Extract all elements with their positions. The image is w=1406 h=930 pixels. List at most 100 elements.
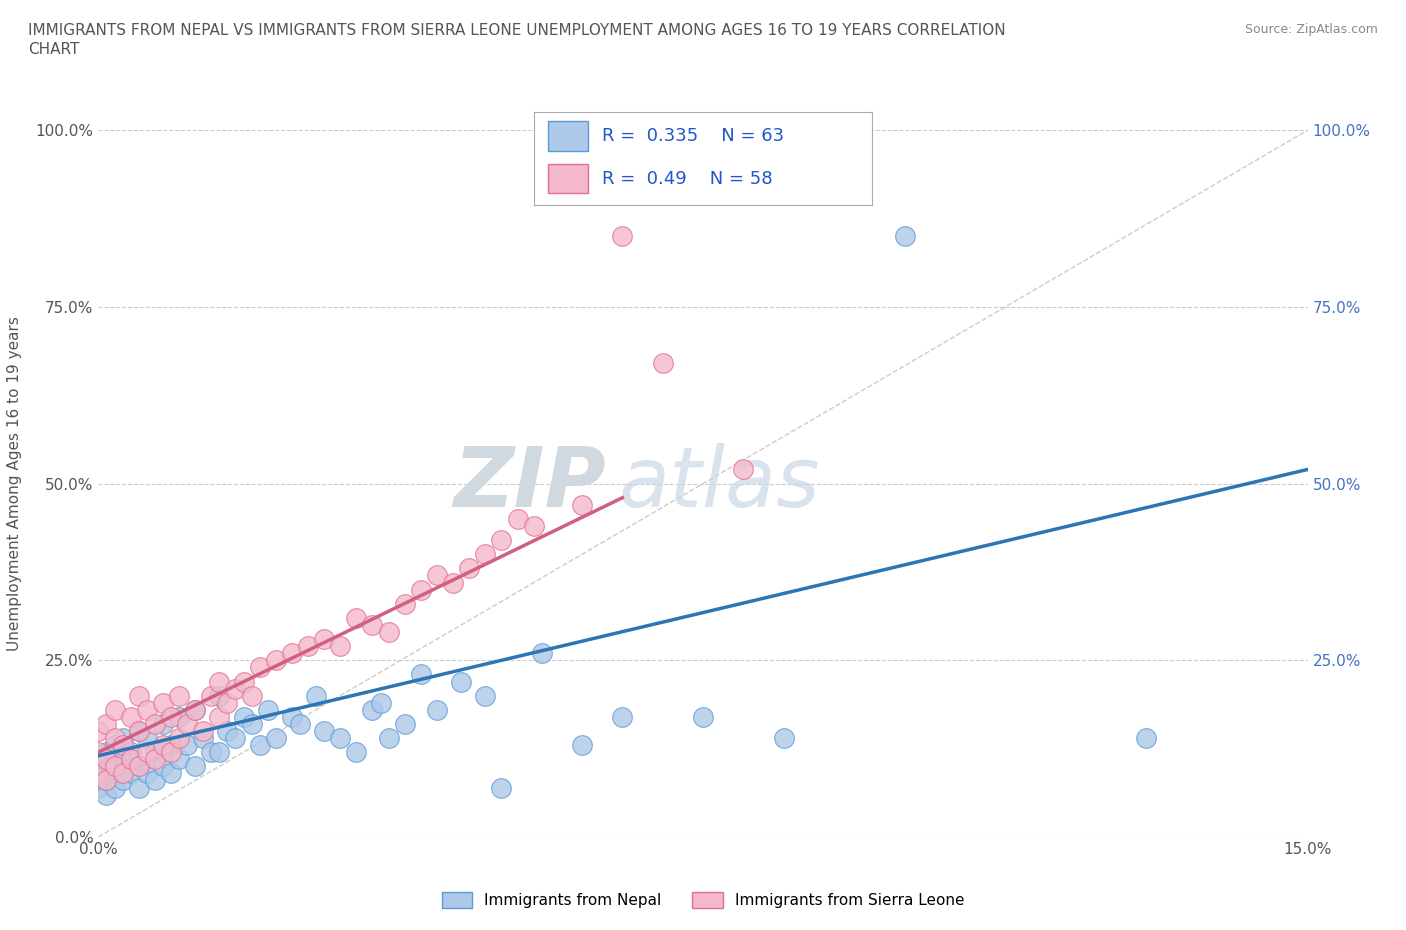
Point: [96, 787, 118, 802]
Point: [441, 575, 464, 590]
Point: [135, 731, 157, 746]
Point: [96, 751, 118, 766]
Point: [1135, 731, 1157, 746]
Point: [200, 688, 222, 703]
Point: [152, 696, 174, 711]
Point: [120, 710, 142, 724]
Point: [329, 639, 352, 654]
Point: [193, 731, 215, 746]
Point: [103, 702, 125, 717]
Point: [103, 759, 125, 774]
Point: [240, 688, 263, 703]
Text: R =  0.49    N = 58: R = 0.49 N = 58: [602, 169, 772, 188]
Point: [103, 759, 125, 774]
Point: [281, 645, 304, 660]
Point: [143, 751, 166, 766]
Point: [143, 773, 166, 788]
Point: [193, 724, 215, 738]
Point: [184, 702, 207, 717]
Text: R =  0.335    N = 63: R = 0.335 N = 63: [602, 126, 785, 145]
Point: [344, 745, 367, 760]
Point: [176, 737, 198, 752]
Point: [160, 737, 183, 752]
Text: atlas: atlas: [619, 443, 820, 525]
Point: [450, 674, 472, 689]
Point: [394, 596, 416, 611]
Point: [128, 724, 150, 738]
Point: [128, 759, 150, 774]
Point: [160, 710, 183, 724]
Point: [733, 462, 755, 477]
Point: [87, 780, 110, 795]
Point: [120, 745, 142, 760]
Text: Source: ZipAtlas.com: Source: ZipAtlas.com: [1244, 23, 1378, 36]
Point: [128, 780, 150, 795]
Point: [506, 512, 529, 526]
Point: [893, 229, 915, 244]
Point: [111, 737, 134, 752]
Point: [167, 731, 190, 746]
Point: [249, 660, 271, 675]
Point: [120, 751, 142, 766]
Point: [120, 766, 142, 781]
Point: [167, 710, 190, 724]
Bar: [548, 164, 588, 193]
Point: [612, 710, 634, 724]
Point: [128, 688, 150, 703]
Point: [135, 702, 157, 717]
Point: [370, 696, 392, 711]
Point: [87, 724, 110, 738]
Point: [314, 724, 336, 738]
Point: [426, 568, 449, 583]
Point: [160, 766, 183, 781]
Bar: [548, 121, 588, 151]
Point: [208, 745, 231, 760]
Point: [128, 759, 150, 774]
Point: [96, 773, 118, 788]
Point: [224, 681, 246, 696]
Point: [249, 737, 271, 752]
Point: [96, 716, 118, 731]
Point: [87, 745, 110, 760]
Point: [305, 688, 328, 703]
Point: [314, 631, 336, 646]
Point: [111, 751, 134, 766]
Point: [377, 731, 399, 746]
Point: [135, 766, 157, 781]
Point: [152, 759, 174, 774]
Point: [491, 533, 513, 548]
Point: [176, 716, 198, 731]
Point: [651, 356, 673, 371]
Point: [329, 731, 352, 746]
Point: [571, 498, 593, 512]
Point: [288, 716, 311, 731]
Point: [87, 751, 110, 766]
Point: [200, 745, 222, 760]
Point: [523, 519, 546, 534]
Point: [361, 702, 384, 717]
Point: [184, 759, 207, 774]
Point: [111, 773, 134, 788]
Point: [458, 561, 481, 576]
Point: [394, 716, 416, 731]
Point: [208, 710, 231, 724]
Point: [264, 653, 287, 668]
Point: [474, 688, 496, 703]
Point: [103, 737, 125, 752]
Point: [87, 766, 110, 781]
Legend: Immigrants from Nepal, Immigrants from Sierra Leone: Immigrants from Nepal, Immigrants from S…: [436, 886, 970, 914]
Point: [474, 547, 496, 562]
Point: [612, 229, 634, 244]
Point: [264, 731, 287, 746]
Point: [217, 696, 239, 711]
Point: [103, 780, 125, 795]
Point: [409, 667, 432, 682]
Point: [96, 745, 118, 760]
Point: [240, 716, 263, 731]
Text: ZIP: ZIP: [454, 443, 606, 525]
Point: [491, 780, 513, 795]
Point: [692, 710, 714, 724]
Point: [160, 745, 183, 760]
Point: [111, 766, 134, 781]
Point: [772, 731, 794, 746]
